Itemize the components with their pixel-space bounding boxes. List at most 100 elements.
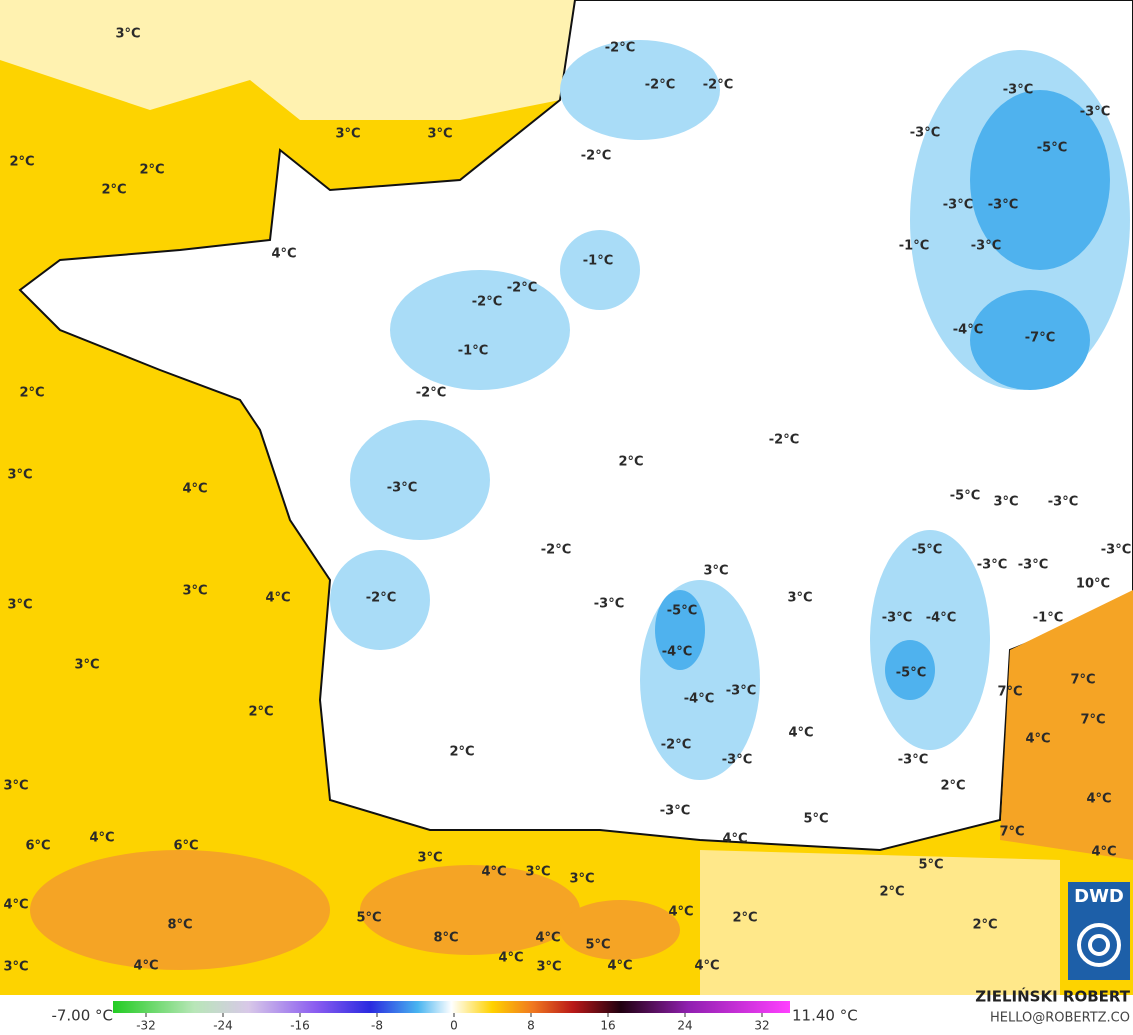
temperature-label: -3°C [988, 198, 1018, 213]
land [18, 0, 1133, 852]
temperature-label: -3°C [882, 611, 912, 626]
temperature-label: -2°C [366, 591, 396, 606]
temperature-label: -2°C [507, 281, 537, 296]
temperature-label: 4°C [788, 726, 813, 741]
logo-text: DWD [1074, 886, 1124, 907]
temperature-label: -3°C [1018, 558, 1048, 573]
north-area [0, 0, 575, 120]
temperature-label: 7°C [999, 825, 1024, 840]
temperature-label: -1°C [1033, 611, 1063, 626]
temperature-label: 4°C [265, 591, 290, 606]
temperature-label: -2°C [769, 433, 799, 448]
logo-spiral [1088, 934, 1110, 956]
temperature-label: 2°C [19, 386, 44, 401]
temperature-label: 3°C [7, 598, 32, 613]
temperature-label: -3°C [943, 198, 973, 213]
temperature-label: 7°C [1080, 713, 1105, 728]
temperature-label: 4°C [1091, 845, 1116, 860]
temperature-label: -2°C [472, 295, 502, 310]
temperature-label: 4°C [694, 959, 719, 974]
temperature-label: 5°C [356, 911, 381, 926]
colorbar-tick-label: -24 [213, 1019, 233, 1033]
temperature-label: 2°C [248, 705, 273, 720]
colorbar-tick-label: -16 [290, 1019, 310, 1033]
temperature-label: -3°C [387, 481, 417, 496]
colorbar-tick-label: -32 [136, 1019, 156, 1033]
temperature-label: 4°C [182, 482, 207, 497]
colorbar-tick-label: 32 [754, 1019, 769, 1033]
temperature-label: 3°C [3, 779, 28, 794]
temperature-label: -3°C [726, 684, 756, 699]
credit-name: ZIELIŃSKI ROBERT [975, 987, 1130, 1006]
temperature-label: 2°C [9, 155, 34, 170]
temperature-label: 3°C [993, 495, 1018, 510]
temperature-label: -3°C [1048, 495, 1078, 510]
temperature-label: -3°C [594, 597, 624, 612]
temperature-label: 2°C [101, 183, 126, 198]
temperature-label: -2°C [605, 41, 635, 56]
temperature-label: -3°C [1101, 543, 1131, 558]
temperature-label: -4°C [953, 323, 983, 338]
temperature-label: -3°C [898, 753, 928, 768]
colorbar-tick-label: -8 [371, 1019, 383, 1033]
temperature-label: 4°C [535, 931, 560, 946]
colorbar-max: 11.40 °C [792, 1007, 858, 1025]
temperature-label: 3°C [417, 851, 442, 866]
south-area [700, 850, 1060, 995]
temperature-label: -3°C [971, 239, 1001, 254]
temperature-label: -5°C [912, 543, 942, 558]
temperature-label: 4°C [89, 831, 114, 846]
colorbar-tick-label: 24 [677, 1019, 692, 1033]
temperature-label: -3°C [977, 558, 1007, 573]
temperature-label: 3°C [115, 27, 140, 42]
temperature-label: 4°C [1086, 792, 1111, 807]
temperature-label: 3°C [569, 872, 594, 887]
temperature-label: 3°C [3, 960, 28, 975]
temperature-label: 8°C [167, 918, 192, 933]
temperature-label: 4°C [3, 898, 28, 913]
temperature-label: 6°C [173, 839, 198, 854]
warm-areas [30, 590, 1133, 970]
temperature-label: 4°C [481, 865, 506, 880]
temperature-label: -1°C [458, 344, 488, 359]
temperature-label: -5°C [667, 604, 697, 619]
temperature-label: 4°C [498, 951, 523, 966]
temperature-label: 3°C [703, 564, 728, 579]
temperature-label: -3°C [1080, 105, 1110, 120]
temperature-label: 5°C [585, 938, 610, 953]
temperature-label: 4°C [668, 905, 693, 920]
temperature-label: 2°C [449, 745, 474, 760]
temperature-label: 2°C [879, 885, 904, 900]
temperature-label: -4°C [926, 611, 956, 626]
credit-contact: HELLO@ROBERTZ.CO [990, 1011, 1130, 1026]
temperature-label: -1°C [899, 239, 929, 254]
temperature-label: -3°C [1003, 83, 1033, 98]
temperature-label: 8°C [433, 931, 458, 946]
map-layer: DWD [0, 0, 1133, 995]
temperature-label: 7°C [997, 685, 1022, 700]
temperature-label: 3°C [74, 658, 99, 673]
temperature-label: 3°C [536, 960, 561, 975]
temperature-label: 2°C [139, 163, 164, 178]
temperature-label: 4°C [133, 959, 158, 974]
temperature-label: -7°C [1025, 331, 1055, 346]
temperature-label: -2°C [581, 149, 611, 164]
temperature-label: -3°C [660, 804, 690, 819]
temperature-label: -2°C [541, 543, 571, 558]
temperature-label: -4°C [684, 692, 714, 707]
temperature-label: -2°C [416, 386, 446, 401]
temperature-label: 4°C [1025, 732, 1050, 747]
temperature-label: 5°C [803, 812, 828, 827]
temperature-label: 4°C [722, 832, 747, 847]
temperature-label: 2°C [972, 918, 997, 933]
temperature-label: -3°C [722, 753, 752, 768]
temperature-label: 7°C [1070, 673, 1095, 688]
temperature-label: -5°C [950, 489, 980, 504]
temperature-label: 3°C [427, 127, 452, 142]
temperature-label: 2°C [732, 911, 757, 926]
temperature-label: 2°C [940, 779, 965, 794]
colder-areas [655, 90, 1110, 700]
temperature-label: -5°C [896, 666, 926, 681]
